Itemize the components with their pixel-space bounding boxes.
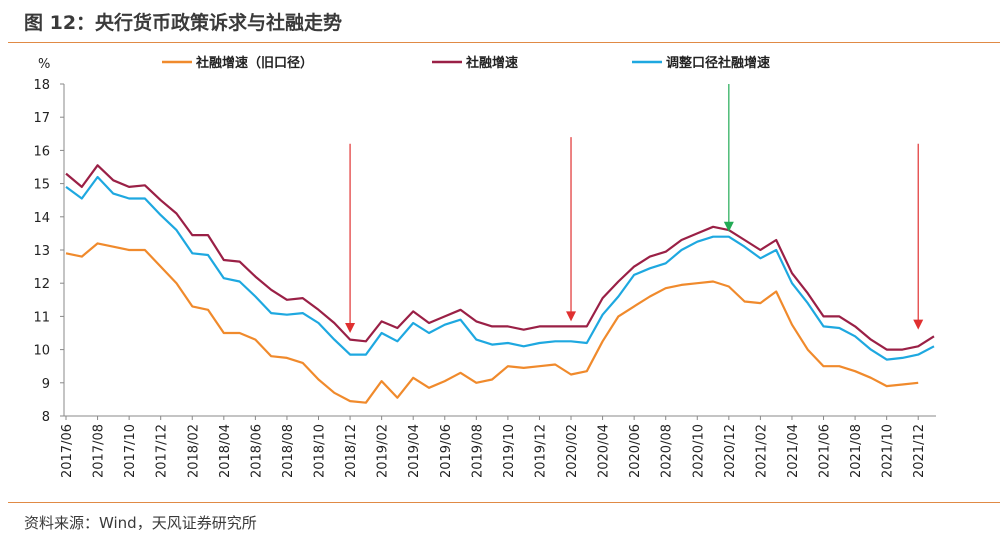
series-lines <box>65 164 935 404</box>
legend: 社融增速（旧口径） 社融增速 调整口径社融增速 <box>162 55 770 71</box>
line-chart: % 社融增速（旧口径） 社融增速 调整口径社融增速 8 9 10 11 12 13 14 15… <box>33 55 936 478</box>
annotation-arrows <box>345 84 924 333</box>
y-tick-label: 8 <box>42 410 50 425</box>
x-tick-label: 2021/08 <box>849 424 864 478</box>
legend-label-tsf: 社融增速 <box>465 55 518 71</box>
x-tick-label: 2018/12 <box>344 424 359 478</box>
y-axis-ticks: 8 9 10 11 12 13 14 15 16 17 18 <box>33 78 64 425</box>
y-tick-label: 17 <box>33 111 50 126</box>
y-tick-label: 15 <box>33 178 50 193</box>
x-tick-label: 2019/06 <box>439 424 454 478</box>
x-tick-label: 2021/12 <box>912 424 927 478</box>
y-axis-unit-label: % <box>38 57 50 72</box>
x-tick-label: 2017/10 <box>123 424 138 478</box>
y-tick-label: 16 <box>33 144 50 159</box>
y-tick-label: 18 <box>33 78 50 93</box>
bottom-rule <box>8 502 1000 503</box>
source-note: 资料来源：Wind，天风证券研究所 <box>24 514 257 532</box>
y-tick-label: 11 <box>33 310 50 325</box>
x-tick-label: 2019/04 <box>407 424 422 478</box>
line-old-caliber <box>65 242 919 404</box>
x-tick-label: 2020/02 <box>565 424 580 478</box>
x-tick-label: 2018/02 <box>186 424 201 478</box>
top-rule <box>8 42 1000 43</box>
legend-label-old-caliber: 社融增速（旧口径） <box>195 55 313 71</box>
legend-label-adjusted: 调整口径社融增速 <box>666 55 770 71</box>
x-tick-label: 2020/04 <box>597 424 612 478</box>
annotation-arrow-head <box>345 323 356 333</box>
x-tick-label: 2017/08 <box>92 424 107 478</box>
x-tick-label: 2021/06 <box>818 424 833 478</box>
x-tick-label: 2018/10 <box>313 424 328 478</box>
x-tick-label: 2021/10 <box>881 424 896 478</box>
x-tick-label: 2020/12 <box>723 424 738 478</box>
y-tick-label: 13 <box>33 244 50 259</box>
x-tick-label: 2018/08 <box>281 424 296 478</box>
y-tick-label: 9 <box>42 377 50 392</box>
x-tick-label: 2017/06 <box>60 424 75 478</box>
y-tick-label: 14 <box>33 211 50 226</box>
x-tick-label: 2019/08 <box>470 424 485 478</box>
axes <box>63 84 936 417</box>
x-tick-label: 2019/12 <box>533 424 548 478</box>
y-tick-label: 12 <box>33 277 50 292</box>
x-tick-label: 2019/10 <box>502 424 517 478</box>
x-tick-label: 2021/02 <box>754 424 769 478</box>
annotation-arrow-head <box>723 221 734 232</box>
annotation-arrow-head <box>566 311 577 322</box>
annotation-arrow-head <box>913 319 924 330</box>
x-tick-label: 2018/06 <box>249 424 264 478</box>
x-tick-label: 2020/10 <box>691 424 706 478</box>
x-tick-label: 2020/08 <box>660 424 675 478</box>
line-tsf <box>65 164 935 351</box>
x-tick-label: 2017/12 <box>155 424 170 478</box>
x-tick-label: 2020/06 <box>628 424 643 478</box>
y-tick-label: 10 <box>33 344 50 359</box>
x-tick-label: 2018/04 <box>218 424 233 478</box>
x-tick-label: 2019/02 <box>376 424 391 478</box>
figure-title: 图 12：央行货币政策诉求与社融走势 <box>24 12 343 34</box>
x-tick-label: 2021/04 <box>786 424 801 478</box>
line-adjusted <box>65 175 935 361</box>
x-axis-ticks: 2017/06 2017/08 2017/10 2017/12 2018/02 2018/… <box>60 416 927 478</box>
